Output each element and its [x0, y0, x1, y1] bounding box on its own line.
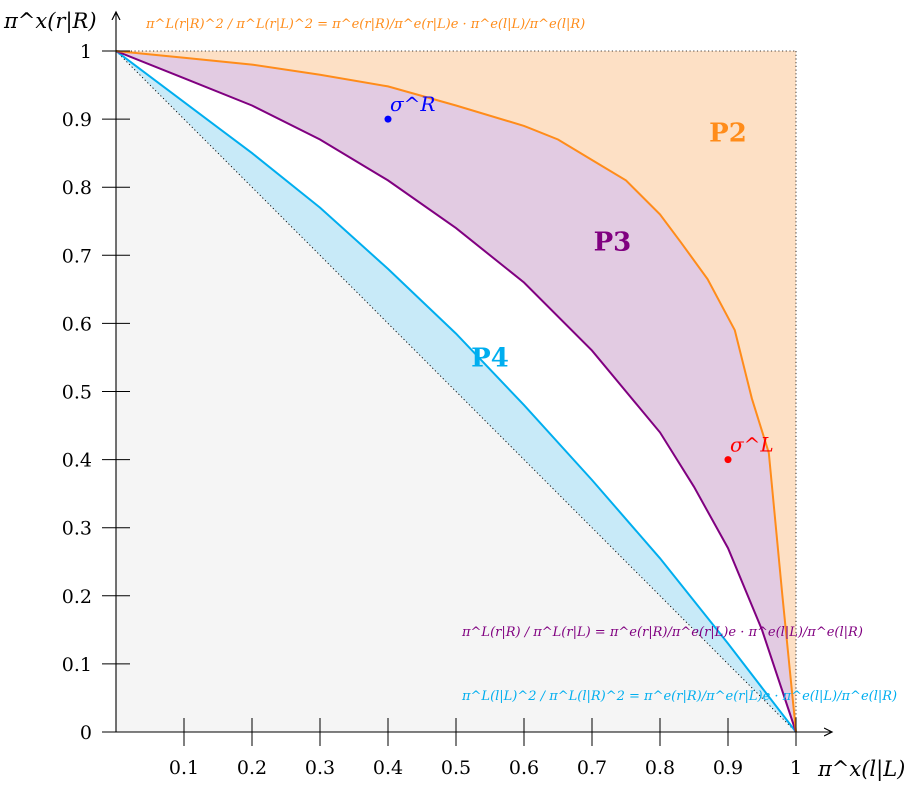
region-p2: [116, 51, 796, 732]
series-purple: [115, 50, 797, 733]
y-tick-label: 0: [80, 722, 92, 744]
x-tick-label: 0.4: [373, 757, 403, 779]
chart-formulas: π^L(r|R)^2 / π^L(r|L)^2 = π^e(r|R)/π^e(r…: [145, 17, 897, 704]
y-tick-label: 0.5: [62, 382, 92, 404]
y-tick-label: 0.4: [62, 450, 92, 472]
y-axis-label: π^x(r|R): [3, 9, 97, 34]
x-tick-label: 0.9: [713, 757, 743, 779]
y-tick-label: 0.3: [62, 518, 92, 540]
y-tick-label: 0.9: [62, 109, 92, 131]
x-axis-label: π^x(l|L): [817, 757, 905, 782]
y-tick-label: 0.7: [62, 245, 92, 267]
y-tick-label: 0.1: [62, 654, 92, 676]
point-label: σ^L: [730, 433, 774, 457]
formula-purple: π^L(r|R) / π^L(r|L) = π^e(r|R)/π^e(r|L)e…: [461, 625, 863, 640]
x-tick-label: 0.7: [577, 757, 607, 779]
point-marker: [384, 115, 392, 123]
series-orange: [115, 50, 797, 733]
chart-labels: P2 P3 P4 σ^R σ^L: [384, 92, 774, 464]
region-p3: [116, 51, 796, 732]
region-label-p4: P4: [471, 343, 509, 373]
region-label-p3: P3: [594, 228, 632, 258]
x-tick-label: 0.3: [305, 757, 335, 779]
y-tick-label: 0.6: [62, 313, 92, 335]
y-tick-label: 0.8: [62, 177, 92, 199]
formula-orange: π^L(r|R)^2 / π^L(r|L)^2 = π^e(r|R)/π^e(r…: [145, 17, 585, 32]
y-tick-label: 1: [80, 41, 92, 63]
chart-axes: 0.1 0.2 0.3 0.4 0.5 0.6 0.7 0.8 0.9 1 0 0.1 0.2 0.3 0.…: [3, 9, 905, 782]
x-tick-label: 0.5: [441, 757, 471, 779]
series-cyan: [115, 50, 797, 733]
region-label-p2: P2: [709, 119, 747, 149]
x-tick-label: 0.6: [509, 757, 539, 779]
point-marker: [724, 456, 732, 464]
x-tick-label: 0.8: [645, 757, 675, 779]
x-tick-label: 0.1: [169, 757, 199, 779]
series-diagonal: [115, 50, 797, 733]
y-tick-label: 0.2: [62, 586, 92, 608]
point-label: σ^R: [390, 92, 435, 116]
x-tick-label: 0.2: [237, 757, 267, 779]
formula-cyan: π^L(l|L)^2 / π^L(l|R)^2 = π^e(r|R)/π^e(r…: [461, 689, 897, 704]
x-tick-label: 1: [790, 757, 802, 779]
